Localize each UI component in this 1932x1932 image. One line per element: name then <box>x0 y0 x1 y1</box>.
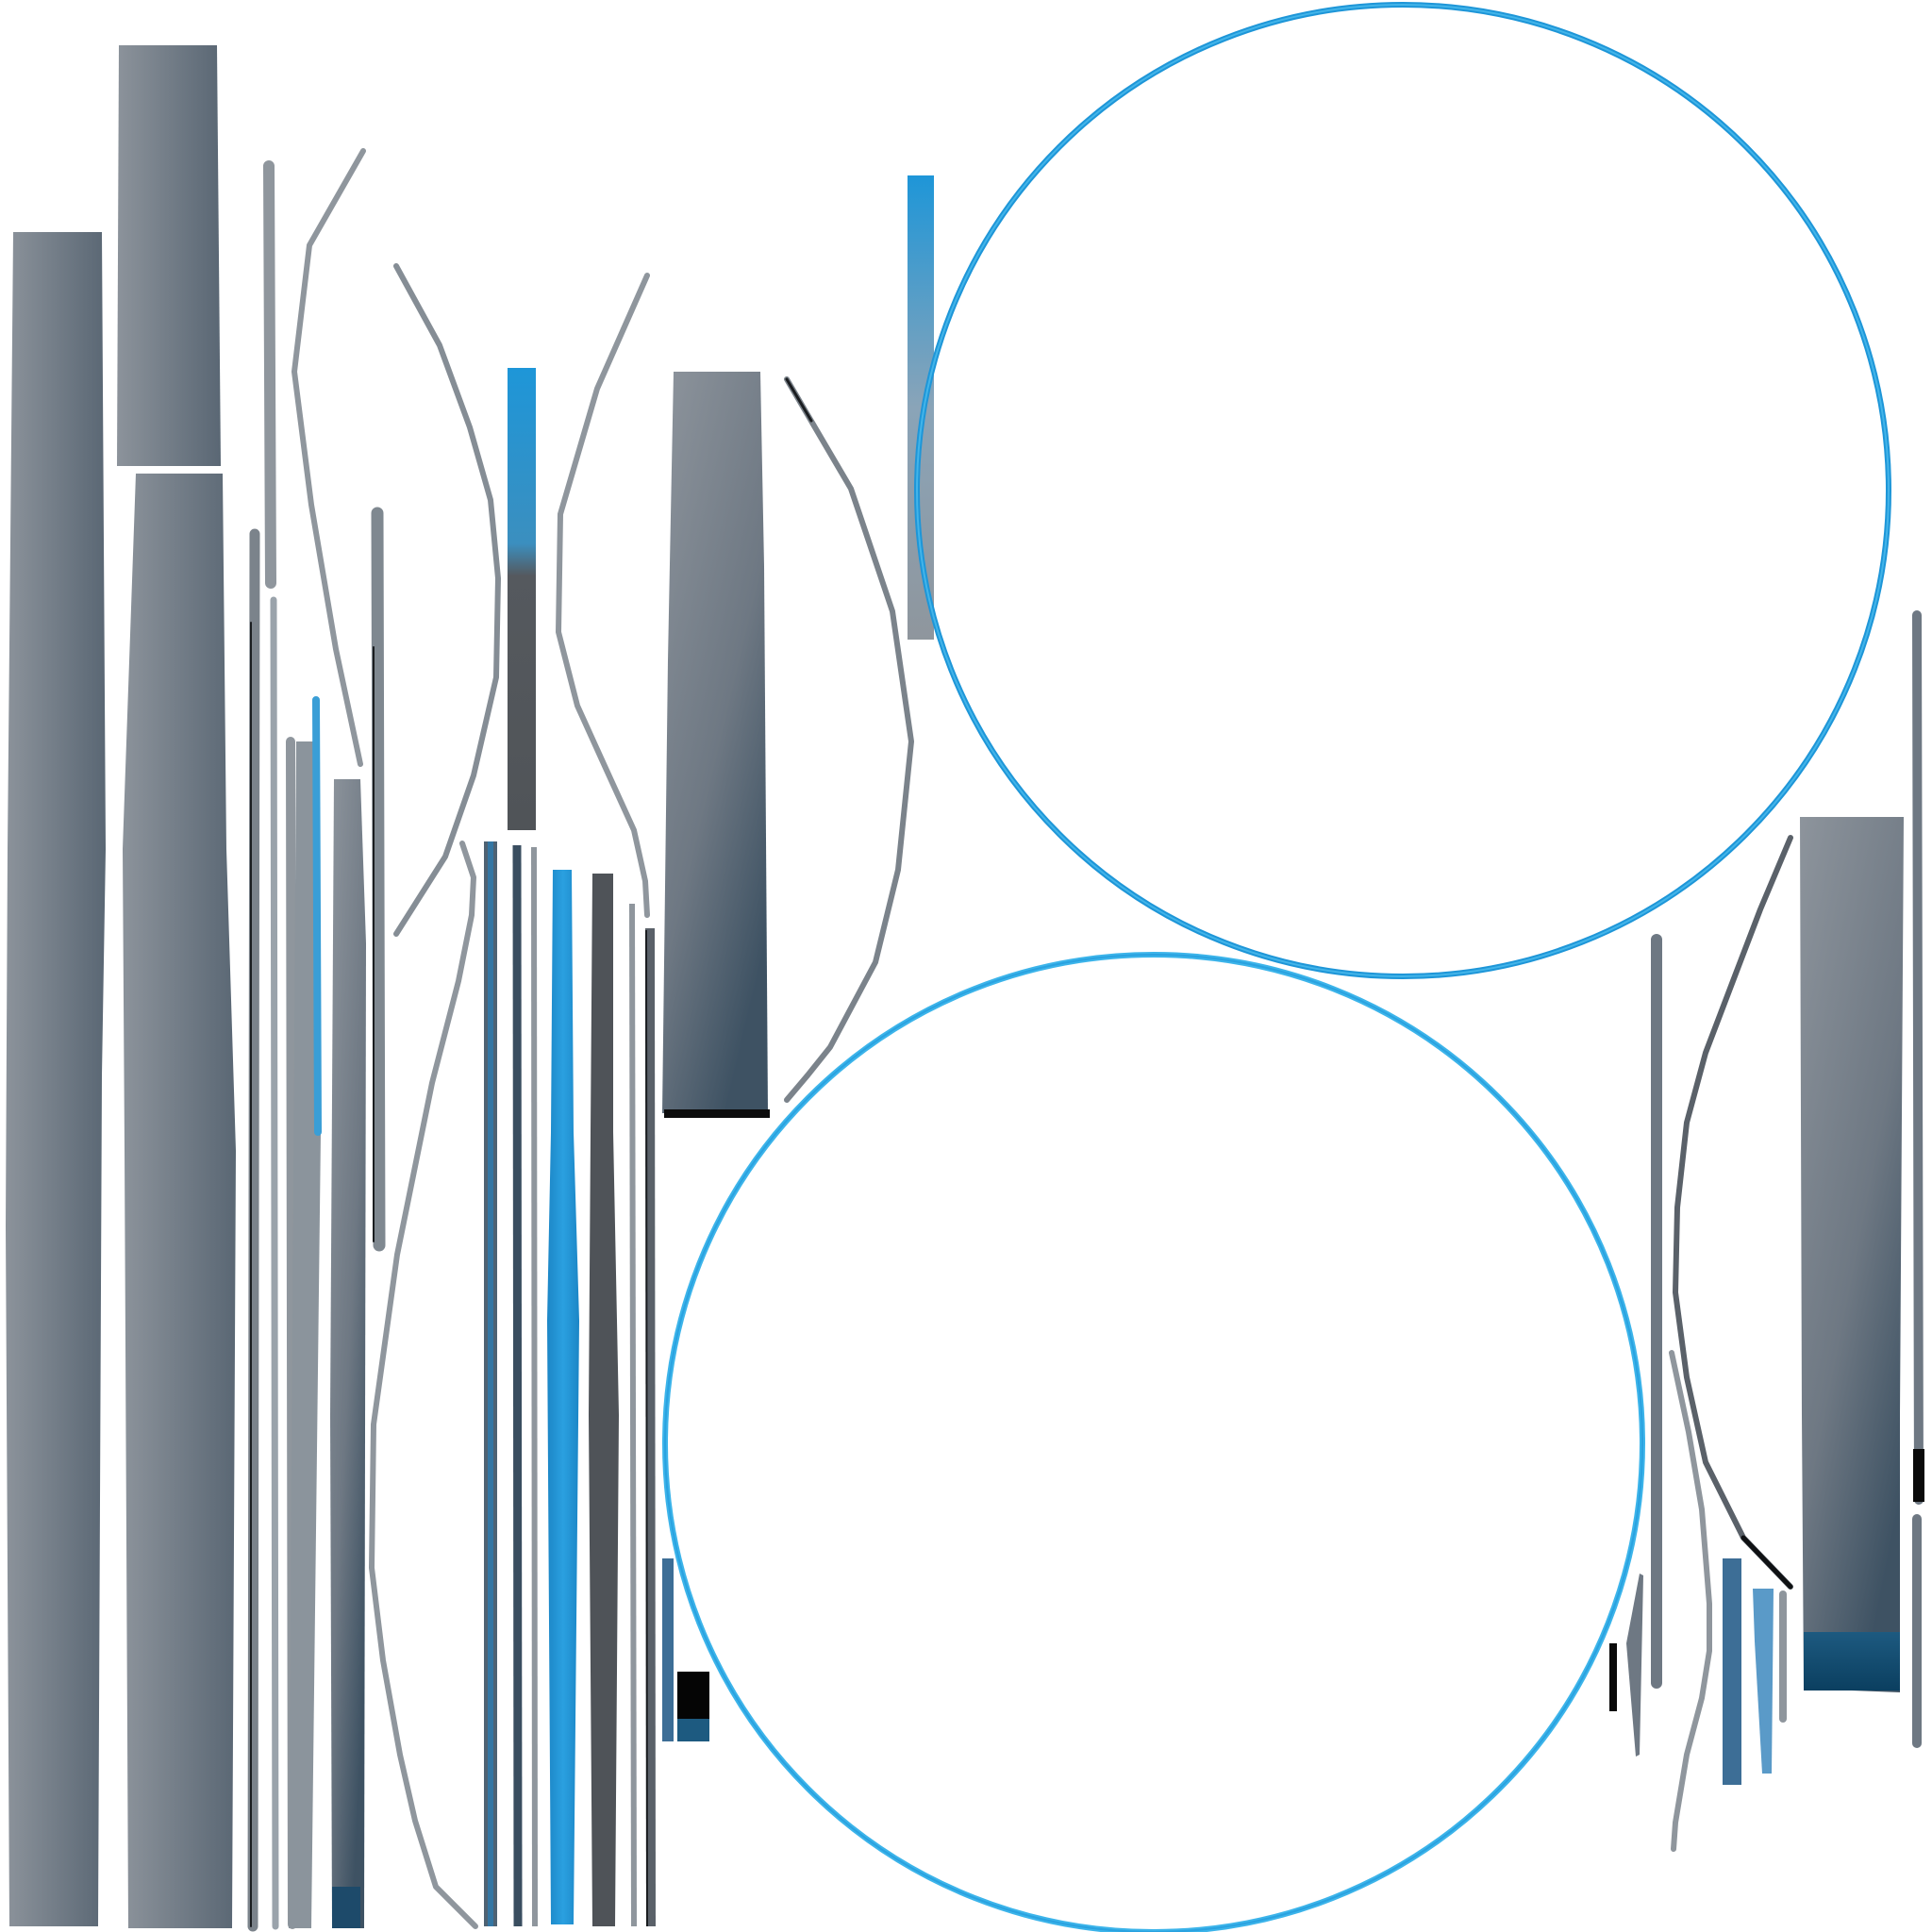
blue-ring-icon <box>665 955 1642 1932</box>
curved-strip-edge <box>787 379 811 421</box>
small-fragment-icon <box>1913 1449 1924 1502</box>
thin-rod <box>517 845 518 1926</box>
blue-ring-group <box>665 5 1889 1932</box>
blue-rod-icon <box>1723 1558 1741 1785</box>
thin-rod <box>274 600 275 1926</box>
curved-strip-icon <box>787 379 911 1100</box>
dark-base <box>1804 1632 1900 1690</box>
dark-tip <box>332 1887 360 1928</box>
steel-plank-icon <box>117 45 221 466</box>
curved-strip-icon <box>294 151 363 764</box>
blue-rod-icon <box>508 368 536 830</box>
curved-strip-edge <box>1743 1538 1790 1587</box>
steel-plank-icon <box>1800 817 1904 1692</box>
curved-strip-icon <box>1672 1353 1709 1849</box>
steel-rod <box>330 779 366 1928</box>
right-piece-group <box>1609 615 1924 1785</box>
thin-rod <box>650 928 651 1926</box>
blue-ring-icon <box>665 955 1642 1932</box>
thin-rod <box>632 904 634 1926</box>
steel-plank-icon <box>662 372 768 1113</box>
steel-plank-group-left <box>6 45 236 1928</box>
blue-rod-icon <box>547 870 579 1924</box>
steel-plank-icon <box>6 232 106 1926</box>
small-fragment-icon <box>1626 1574 1643 1757</box>
small-fragment-icon <box>1609 1643 1617 1711</box>
plank-edge <box>664 1109 770 1118</box>
curved-strip-icon <box>396 266 498 934</box>
dark-rod <box>589 874 619 1926</box>
thin-rod <box>269 166 271 583</box>
thin-rod-group-left <box>251 166 379 1928</box>
steel-plank-icon <box>123 474 236 1928</box>
blue-rod-icon <box>316 700 318 1132</box>
thin-rod <box>534 847 535 1926</box>
curved-strip-icon <box>558 275 647 915</box>
center-rod-group <box>491 368 651 1926</box>
thin-rod <box>1917 615 1919 1500</box>
blue-ring-icon <box>917 5 1889 976</box>
thin-rod <box>377 513 379 1245</box>
curved-strip-icon <box>372 843 475 1926</box>
curved-strip-icon <box>1675 838 1790 1587</box>
small-fragment-icon <box>662 1558 674 1741</box>
small-fragment-icon <box>677 1719 709 1741</box>
thin-rod <box>253 534 255 1926</box>
thin-rod <box>646 930 647 1926</box>
blue-ring-icon <box>917 5 1889 976</box>
center-plank <box>662 175 934 1118</box>
blue-rod-icon <box>1753 1589 1774 1774</box>
